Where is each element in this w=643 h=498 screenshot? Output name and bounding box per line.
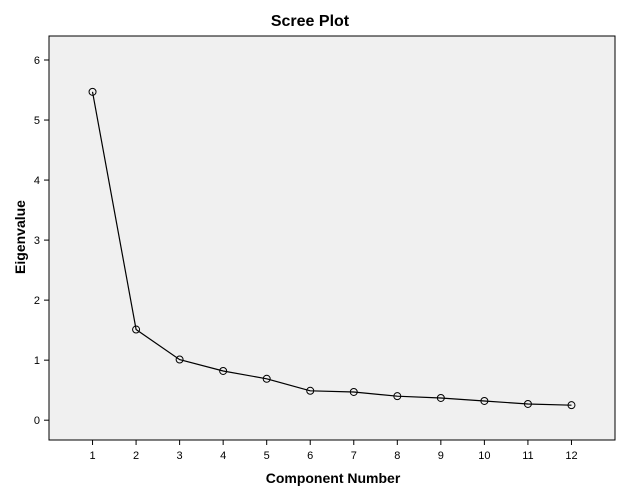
y-tick-label: 6 bbox=[34, 55, 40, 67]
x-tick-label: 11 bbox=[522, 450, 533, 462]
x-tick-label: 4 bbox=[220, 450, 226, 462]
data-point bbox=[349, 387, 358, 396]
x-axis-label: Component Number bbox=[266, 470, 401, 486]
data-point bbox=[132, 325, 141, 334]
x-tick-label: 5 bbox=[264, 450, 270, 462]
x-tick-label: 12 bbox=[565, 450, 577, 462]
x-axis: 1 2 3 4 5 6 7 8 9 10 11 12 bbox=[89, 440, 578, 462]
y-tick-label: 0 bbox=[34, 415, 40, 427]
y-tick-label: 3 bbox=[34, 235, 40, 247]
y-tick-label: 4 bbox=[34, 175, 40, 187]
x-tick-label: 3 bbox=[177, 450, 183, 462]
y-axis: 0 1 2 3 4 5 6 bbox=[34, 55, 49, 427]
x-tick-label: 10 bbox=[478, 450, 490, 462]
x-tick-label: 9 bbox=[438, 450, 444, 462]
x-tick-label: 7 bbox=[351, 450, 357, 462]
data-point bbox=[523, 399, 532, 408]
y-tick-label: 2 bbox=[34, 295, 40, 307]
x-tick-label: 8 bbox=[394, 450, 400, 462]
x-tick-label: 6 bbox=[307, 450, 313, 462]
x-tick-label: 2 bbox=[133, 450, 139, 462]
plot-area bbox=[48, 35, 616, 441]
data-point bbox=[219, 366, 228, 375]
x-tick-label: 1 bbox=[89, 450, 95, 462]
chart-title: Scree Plot bbox=[271, 13, 350, 30]
data-point bbox=[88, 87, 97, 96]
data-point bbox=[262, 374, 271, 383]
y-tick-label: 1 bbox=[34, 355, 40, 367]
data-point bbox=[567, 401, 576, 410]
data-point bbox=[306, 386, 315, 395]
data-point bbox=[175, 355, 184, 364]
series-line bbox=[91, 91, 572, 406]
data-point bbox=[436, 393, 445, 402]
data-points bbox=[88, 87, 576, 410]
y-axis-label: Eigenvalue bbox=[12, 200, 28, 274]
data-point bbox=[393, 392, 402, 401]
y-tick-label: 5 bbox=[34, 115, 40, 127]
data-point bbox=[480, 396, 489, 405]
